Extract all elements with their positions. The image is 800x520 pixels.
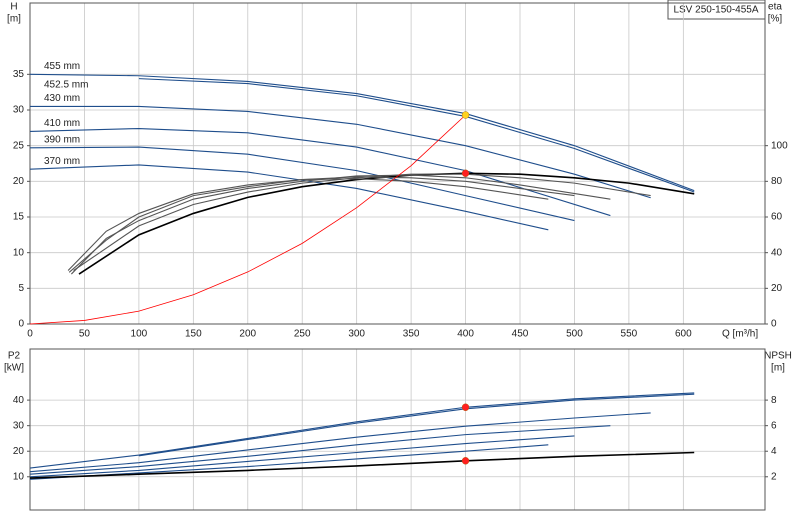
x-tick-label: 0 xyxy=(27,329,33,340)
curve xyxy=(67,178,549,271)
curve-label: 410 mm xyxy=(44,118,80,129)
y-tick-label: 30 xyxy=(13,105,25,116)
curve xyxy=(73,173,651,271)
y-tick-label: 10 xyxy=(13,247,25,258)
y2-tick-label: 20 xyxy=(771,283,783,294)
y2-axis-unit: [m] xyxy=(771,363,785,374)
x-tick-label: 200 xyxy=(239,329,256,340)
y2-axis-label: eta xyxy=(768,2,782,13)
x-tick-label: 150 xyxy=(185,329,202,340)
x-tick-label: 50 xyxy=(79,329,91,340)
y2-tick-label: 2 xyxy=(771,471,777,482)
y-axis-label: P2 xyxy=(8,351,21,362)
plot-frame xyxy=(29,2,766,325)
y-tick-label: 15 xyxy=(13,212,25,223)
x-tick-label: 600 xyxy=(675,329,692,340)
curve xyxy=(29,451,695,479)
curve xyxy=(29,425,611,475)
y-axis-unit: [m] xyxy=(7,14,21,25)
operating-point xyxy=(461,457,470,465)
x-tick-label: 450 xyxy=(512,329,529,340)
y-tick-label: 5 xyxy=(18,283,24,294)
curve xyxy=(68,176,575,273)
y2-tick-label: 80 xyxy=(771,176,783,187)
x-tick-label: 400 xyxy=(457,329,474,340)
curve xyxy=(29,114,466,325)
curve xyxy=(29,164,549,231)
y-tick-label: 40 xyxy=(13,395,25,406)
curve xyxy=(29,435,575,478)
operating-point xyxy=(461,111,470,119)
y-tick-label: 30 xyxy=(13,420,25,431)
curve xyxy=(138,78,695,193)
curve xyxy=(29,412,651,473)
y2-tick-label: 6 xyxy=(771,420,777,431)
y2-tick-label: 0 xyxy=(771,319,777,330)
curve xyxy=(29,146,575,222)
y-axis-unit: [kW] xyxy=(4,363,24,374)
curve-label: 452.5 mm xyxy=(44,79,88,90)
y-tick-label: 25 xyxy=(13,140,25,151)
plot-frame xyxy=(29,348,766,511)
curve xyxy=(138,393,695,457)
curve xyxy=(29,73,695,192)
x-tick-label: 350 xyxy=(403,329,420,340)
y2-tick-label: 40 xyxy=(771,247,783,258)
curve xyxy=(29,444,549,480)
y2-tick-label: 4 xyxy=(771,446,777,457)
x-tick-label: 500 xyxy=(566,329,583,340)
curve xyxy=(29,392,695,469)
y2-axis-label: NPSH xyxy=(764,351,792,362)
y2-tick-label: 8 xyxy=(771,395,777,406)
operating-point xyxy=(461,169,470,178)
curve-label: 390 mm xyxy=(44,134,80,145)
curve xyxy=(78,172,695,275)
y-tick-label: 0 xyxy=(18,319,24,330)
chart-title: LSV 250-150-455A xyxy=(673,5,758,16)
x-axis-label: Q [m³/h] xyxy=(722,329,758,340)
y-tick-label: 35 xyxy=(13,69,25,80)
y2-tick-label: 60 xyxy=(771,212,783,223)
curve-label: 455 mm xyxy=(44,61,80,72)
y-axis-label: H xyxy=(10,2,17,13)
curve xyxy=(70,174,611,275)
x-tick-label: 250 xyxy=(294,329,311,340)
x-tick-label: 100 xyxy=(131,329,148,340)
y-tick-label: 20 xyxy=(13,446,25,457)
curve xyxy=(29,127,611,217)
y2-tick-label: 100 xyxy=(771,140,788,151)
x-tick-label: 550 xyxy=(621,329,638,340)
x-tick-label: 300 xyxy=(348,329,365,340)
curve-label: 370 mm xyxy=(44,156,80,167)
y-tick-label: 10 xyxy=(13,471,25,482)
y-tick-label: 20 xyxy=(13,176,25,187)
y2-axis-unit: [%] xyxy=(768,14,783,25)
curve xyxy=(30,105,651,199)
curve-label: 430 mm xyxy=(44,93,80,104)
operating-point xyxy=(461,403,470,411)
